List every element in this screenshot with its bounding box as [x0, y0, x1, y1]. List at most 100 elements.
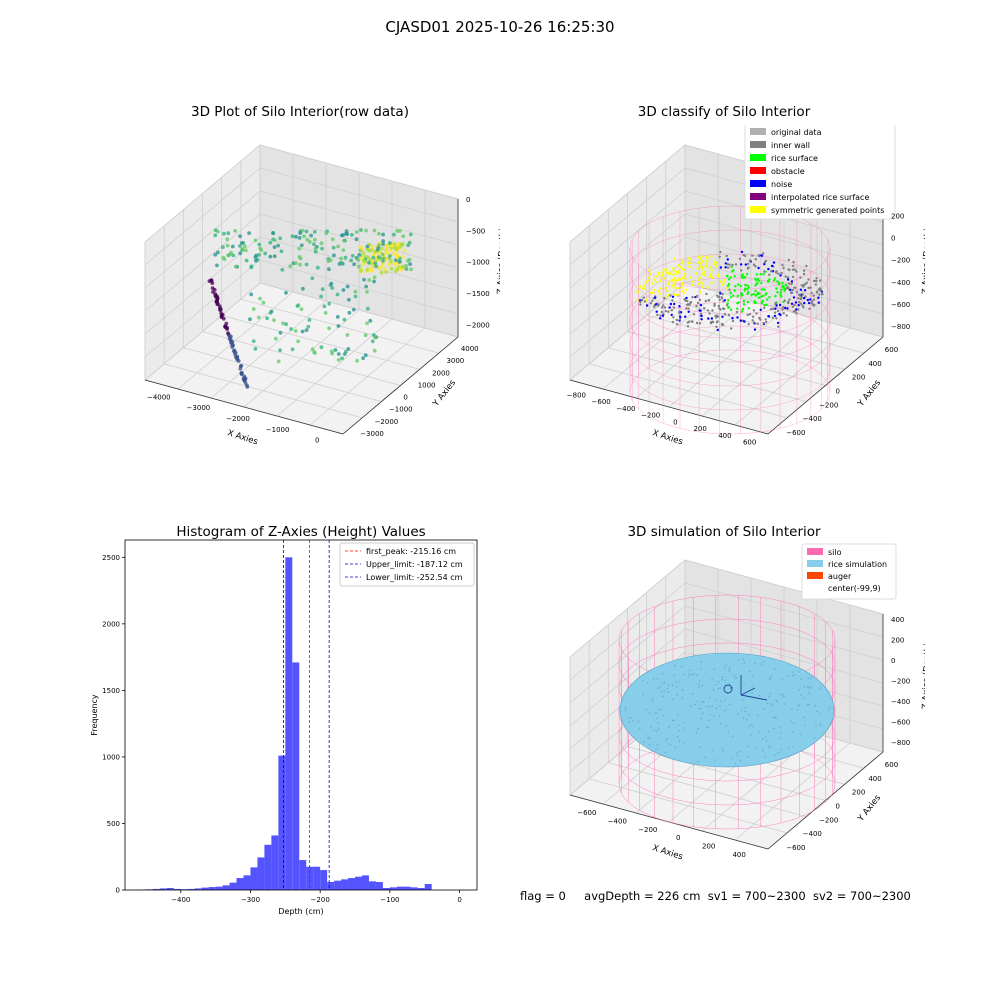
data-point	[313, 249, 318, 254]
classified-point	[676, 278, 679, 282]
histogram-bar	[361, 875, 369, 890]
data-point	[380, 252, 385, 257]
data-point	[319, 345, 324, 350]
data-point	[324, 231, 329, 236]
flag-text: flag = 0	[520, 889, 566, 903]
surface-point	[768, 695, 771, 698]
classified-point	[806, 298, 810, 302]
classified-point	[746, 288, 749, 291]
surface-point	[624, 709, 627, 711]
surface-point	[743, 662, 746, 664]
surface-point	[751, 674, 754, 677]
surface-point	[656, 678, 659, 680]
classified-point	[768, 273, 771, 276]
surface-point	[754, 662, 756, 665]
histogram-bar	[201, 887, 209, 890]
surface-point	[737, 712, 740, 715]
classified-point	[681, 259, 684, 262]
classified-point	[791, 268, 795, 271]
z-tick-label: −400	[891, 698, 910, 706]
histogram-bar	[264, 844, 272, 890]
data-point	[397, 259, 402, 264]
classified-point	[679, 311, 683, 314]
x-axis-label: X Axies	[651, 843, 684, 862]
data-point	[344, 229, 349, 234]
surface-point	[648, 712, 651, 714]
classified-point	[671, 295, 675, 298]
plot-frame	[124, 539, 478, 891]
histogram-bar	[257, 857, 265, 890]
data-point	[307, 318, 312, 322]
classified-point	[744, 263, 748, 266]
surface-point	[628, 721, 631, 723]
classified-point	[652, 288, 656, 292]
classified-point	[666, 281, 670, 284]
surface-point	[682, 741, 685, 744]
classified-point	[818, 287, 822, 290]
legend-label: Lower_limit: -252.54 cm	[366, 573, 463, 582]
classified-point	[665, 268, 668, 271]
classified-point	[698, 257, 702, 260]
classified-point	[672, 267, 675, 270]
data-point	[216, 250, 220, 255]
classified-point	[773, 311, 777, 314]
classified-point	[756, 322, 759, 325]
data-point	[381, 232, 385, 237]
classified-point	[686, 303, 689, 306]
histogram-bar	[355, 876, 362, 890]
grid-line	[259, 144, 459, 200]
x-tick-label: 600	[743, 439, 756, 447]
classified-point	[699, 303, 703, 307]
data-point	[393, 269, 398, 274]
classified-point	[753, 301, 756, 304]
y-tick-label: −200	[819, 401, 838, 409]
data-point	[247, 231, 251, 235]
surface-point	[819, 722, 822, 725]
surface-point	[787, 674, 789, 677]
classified-point	[761, 294, 765, 298]
classified-point	[715, 325, 718, 328]
classified-point	[792, 264, 795, 268]
x-tick-label: −800	[567, 391, 586, 399]
data-point	[372, 348, 377, 353]
classified-point	[803, 289, 807, 292]
classified-point	[752, 321, 756, 324]
surface-point	[711, 678, 713, 681]
surface-point	[660, 691, 663, 693]
surface-point	[713, 715, 715, 717]
histogram-bar	[166, 888, 174, 890]
classified-point	[736, 316, 739, 319]
data-point	[229, 338, 233, 343]
surface-point	[687, 676, 690, 678]
data-point	[382, 267, 387, 272]
classified-point	[672, 273, 675, 276]
classified-point	[752, 292, 755, 296]
data-point	[312, 350, 317, 355]
classified-point	[673, 277, 676, 280]
surface-point	[763, 660, 765, 663]
surface-point	[701, 712, 704, 715]
classified-point	[717, 275, 721, 278]
legend-label: noise	[771, 180, 792, 189]
histogram-bar	[271, 835, 279, 890]
classified-point	[689, 301, 693, 304]
classified-point	[786, 307, 789, 310]
surface-point	[690, 673, 692, 676]
classified-point	[719, 292, 722, 295]
classified-point	[793, 286, 797, 289]
data-point	[302, 234, 306, 239]
data-point	[339, 256, 343, 261]
classified-point	[740, 269, 743, 272]
data-point	[345, 284, 350, 289]
x-tick-label: −300	[241, 896, 260, 904]
classified-point	[722, 307, 725, 310]
histogram-bar	[403, 886, 411, 890]
classified-point	[677, 271, 681, 275]
classified-point	[746, 272, 749, 276]
classified-point	[762, 321, 765, 325]
classified-point	[672, 269, 675, 272]
classified-point	[776, 280, 779, 283]
classified-point	[747, 307, 750, 310]
surface-point	[664, 751, 667, 754]
classified-point	[712, 263, 715, 266]
